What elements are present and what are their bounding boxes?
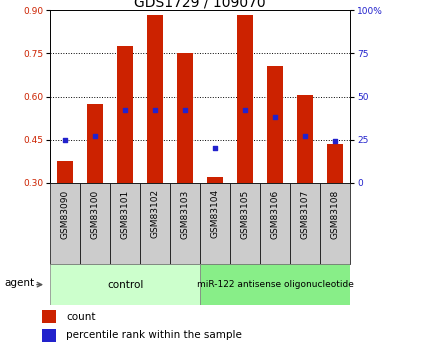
Text: GSM83103: GSM83103: [180, 189, 189, 239]
Text: agent: agent: [4, 278, 34, 287]
Text: GSM83104: GSM83104: [210, 189, 219, 238]
Text: GSM83101: GSM83101: [120, 189, 129, 239]
Bar: [177, 53, 193, 183]
FancyBboxPatch shape: [140, 183, 170, 264]
Text: miR-122 antisense oligonucleotide: miR-122 antisense oligonucleotide: [196, 280, 353, 289]
Bar: [296, 95, 312, 183]
FancyBboxPatch shape: [80, 183, 110, 264]
FancyBboxPatch shape: [230, 183, 260, 264]
Bar: [326, 144, 342, 183]
Bar: [42, 329, 56, 342]
Text: GSM83102: GSM83102: [150, 189, 159, 238]
FancyBboxPatch shape: [200, 264, 349, 305]
Point: [301, 134, 308, 139]
Bar: [266, 66, 283, 183]
Text: percentile rank within the sample: percentile rank within the sample: [66, 331, 241, 341]
FancyBboxPatch shape: [200, 183, 230, 264]
FancyBboxPatch shape: [170, 183, 200, 264]
Point: [92, 134, 99, 139]
Text: count: count: [66, 312, 95, 322]
Bar: [42, 310, 56, 323]
Title: GDS1729 / 109070: GDS1729 / 109070: [134, 0, 265, 9]
FancyBboxPatch shape: [110, 183, 140, 264]
Point: [211, 146, 218, 151]
Point: [241, 108, 248, 113]
Point: [151, 108, 158, 113]
FancyBboxPatch shape: [319, 183, 349, 264]
FancyBboxPatch shape: [50, 183, 80, 264]
FancyBboxPatch shape: [289, 183, 319, 264]
Point: [181, 108, 188, 113]
Bar: [87, 104, 103, 183]
Bar: [237, 15, 253, 183]
Point: [62, 137, 69, 142]
Text: GSM83100: GSM83100: [90, 189, 99, 239]
Text: GSM83108: GSM83108: [330, 189, 339, 239]
Text: control: control: [107, 280, 143, 289]
FancyBboxPatch shape: [260, 183, 289, 264]
Text: GSM83106: GSM83106: [270, 189, 279, 239]
Point: [122, 108, 128, 113]
Bar: [57, 161, 73, 183]
Bar: [117, 46, 133, 183]
Bar: [147, 15, 163, 183]
Point: [271, 115, 278, 120]
Point: [331, 139, 338, 144]
Text: GSM83105: GSM83105: [240, 189, 249, 239]
Text: GSM83107: GSM83107: [300, 189, 309, 239]
FancyBboxPatch shape: [50, 264, 200, 305]
Text: GSM83090: GSM83090: [60, 189, 69, 239]
Bar: [207, 177, 223, 183]
